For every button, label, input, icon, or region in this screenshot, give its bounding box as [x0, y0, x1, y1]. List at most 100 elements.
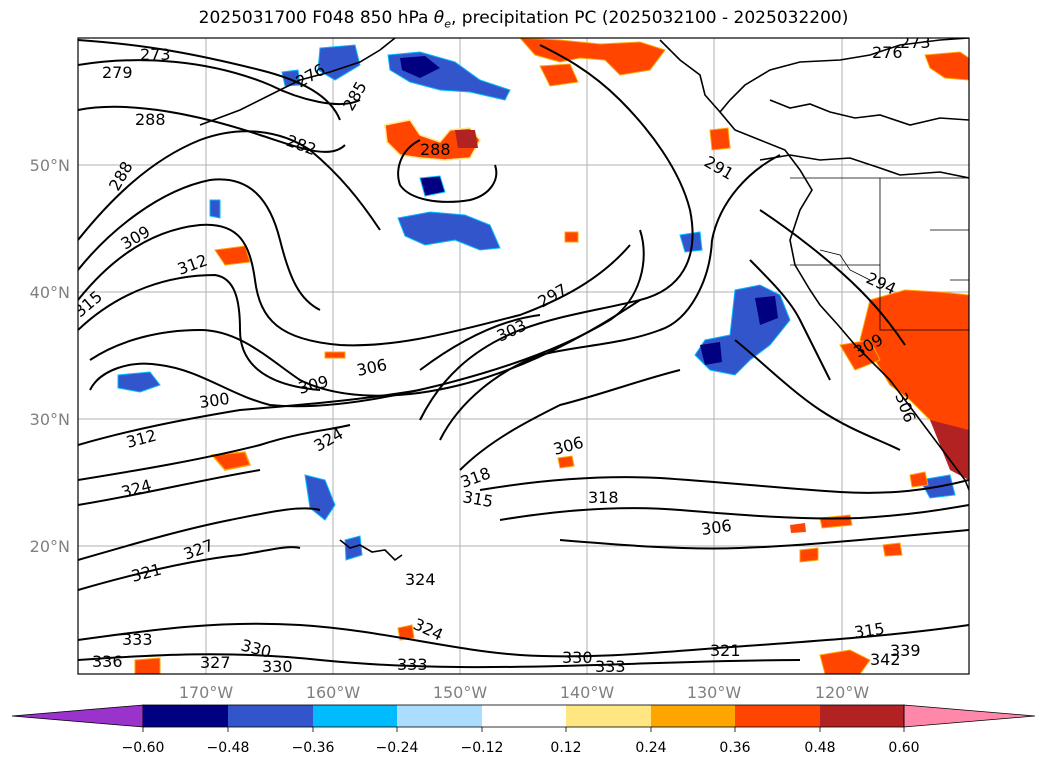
lon-label: 140°W [560, 683, 615, 702]
colorbar-tick-label: 0.48 [804, 740, 835, 756]
precip-patch [317, 44, 361, 81]
precip-patch [539, 63, 579, 87]
page-title: 2025031700 F048 850 hPa θe, precipitatio… [0, 8, 1047, 30]
colorbar-segment [397, 705, 482, 727]
contour-line [78, 653, 801, 669]
contour-line [499, 504, 969, 521]
contour-label: 306 [700, 516, 733, 539]
contour-line [89, 229, 645, 408]
contour-line [78, 59, 361, 106]
political-borders [790, 177, 969, 331]
colorbar-tick-label: 0.60 [888, 740, 919, 756]
map-area [78, 38, 969, 674]
contour-line [78, 424, 351, 481]
colorbar-extend-high [903, 704, 1036, 728]
contour-line [89, 299, 641, 397]
contour-line [78, 178, 321, 311]
precip-patch [819, 649, 871, 674]
contour-label: 315 [853, 619, 886, 642]
precip-patch [930, 420, 969, 480]
lat-label: 30°N [30, 410, 70, 429]
lon-label: 150°W [433, 683, 488, 702]
contour-line [78, 273, 321, 391]
title-main: 2025031700 F048 850 hPa [198, 8, 434, 28]
title-sub: e [444, 17, 451, 31]
precip-patch [210, 451, 252, 471]
precip-patch [455, 130, 478, 148]
contour-line [711, 154, 781, 241]
precip-patch [709, 127, 731, 151]
contour-label: 273 [140, 45, 171, 64]
contour-label: 273 [900, 33, 931, 52]
latitude-labels: 50°N 40°N 30°N 20°N [30, 156, 70, 556]
colorbar-segment [313, 705, 397, 727]
contour-line [559, 529, 969, 550]
precip-patch [209, 199, 221, 219]
precip-negative-patches [117, 44, 956, 561]
contour-label: 327 [200, 653, 231, 672]
contour-line [78, 389, 421, 446]
colorbar-tick-label: −0.12 [461, 740, 504, 756]
precip-patch [117, 371, 161, 393]
theta-e-contours [78, 39, 969, 669]
precip-patch [519, 38, 666, 76]
colorbar-tick-label: −0.48 [207, 740, 250, 756]
colorbar-segment [228, 705, 313, 727]
lon-label: 130°W [687, 683, 742, 702]
contour-line [479, 476, 969, 494]
precip-patch [397, 211, 501, 251]
precip-patch [344, 535, 363, 561]
precip-patch [909, 471, 929, 488]
contour-label: 321 [710, 641, 741, 660]
precip-patch [134, 657, 161, 674]
colorbar-segment [143, 705, 228, 727]
contour-label: 300 [198, 389, 231, 412]
precip-patch [400, 56, 440, 78]
colorbar-segment [651, 705, 735, 727]
colorbar-segment [820, 705, 904, 727]
precip-patch [755, 296, 778, 325]
contour-line [78, 223, 631, 347]
precip-patch [419, 175, 446, 197]
contour-label: 333 [122, 630, 153, 649]
colorbar-tick-label: 0.12 [550, 740, 581, 756]
contour-label: 333 [397, 655, 428, 674]
contour-line [78, 507, 321, 561]
colorbar-tick-label: −0.36 [292, 740, 335, 756]
contour-label: 342 [870, 650, 901, 669]
contour-label: 288 [420, 140, 451, 159]
precip-patch [214, 245, 251, 266]
precip-patch [924, 51, 969, 81]
precip-patch [799, 547, 819, 563]
contour-line [78, 130, 381, 241]
precip-positive-patches [134, 38, 969, 674]
colorbar-segment [735, 705, 820, 727]
colorbar-segment [566, 705, 651, 727]
contour-line [78, 39, 341, 121]
contour-line [459, 369, 681, 471]
contour-line [734, 339, 901, 451]
contour-label: 333 [595, 657, 626, 676]
contour-line [759, 209, 906, 346]
colorbar-tick-label: 0.24 [635, 740, 666, 756]
precip-patch [564, 231, 579, 243]
contour-label: 279 [102, 63, 133, 82]
contour-line [749, 259, 831, 381]
precip-patch [790, 523, 806, 533]
title-theta: θ [433, 8, 445, 28]
contour-line [439, 239, 713, 441]
precip-patch [397, 624, 415, 641]
lon-label: 160°W [306, 683, 361, 702]
lat-label: 50°N [30, 156, 70, 175]
contour-line [419, 44, 694, 421]
precip-patch [839, 339, 881, 371]
colorbar-tick-label: −0.60 [122, 740, 165, 756]
colorbar-segment [482, 705, 566, 727]
lat-label: 20°N [30, 537, 70, 556]
lon-label: 170°W [179, 683, 234, 702]
colorbar-extend-low [11, 704, 144, 728]
colorbar-tick-label: −0.24 [376, 740, 419, 756]
contour-label: 336 [92, 652, 123, 671]
lon-label: 120°W [815, 683, 870, 702]
